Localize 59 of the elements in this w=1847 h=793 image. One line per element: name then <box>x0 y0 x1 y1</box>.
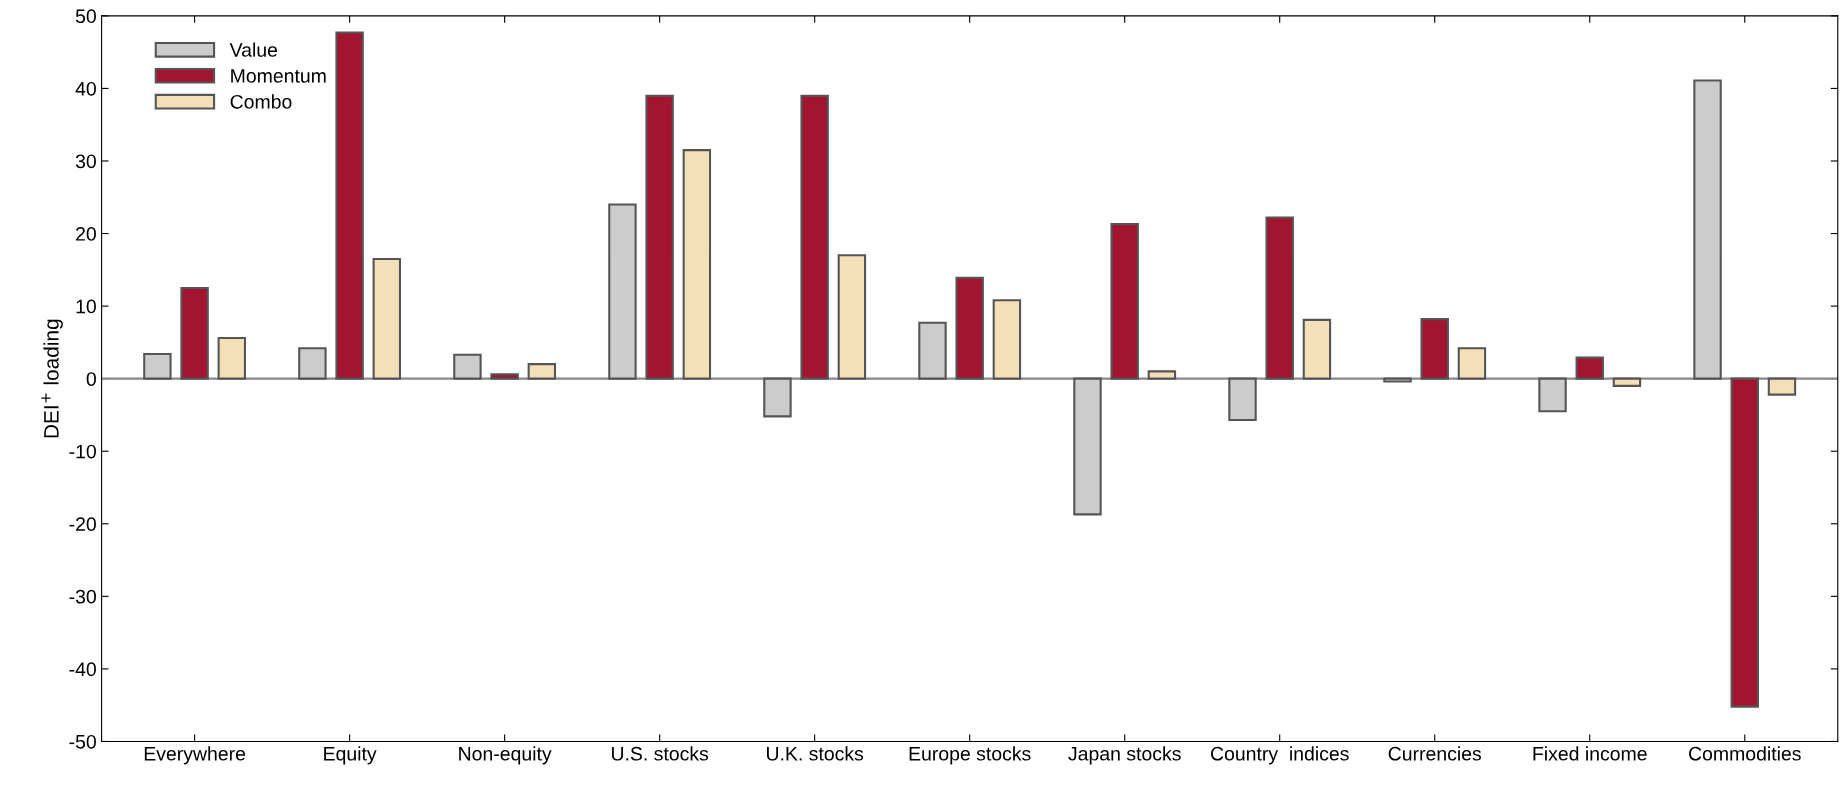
bar <box>1612 377 1642 387</box>
bar <box>1457 347 1487 380</box>
bar <box>490 373 519 380</box>
bar <box>1265 216 1294 380</box>
bar <box>298 347 327 380</box>
legend-label: Combo <box>230 94 292 109</box>
x-tick-label: Commodities <box>1689 746 1801 761</box>
x-tick-label: U.S. stocks <box>611 746 709 761</box>
y-tick-label: 10 <box>76 299 96 314</box>
y-tick-label: -10 <box>69 444 96 459</box>
x-tick-label: Country indices <box>1210 746 1349 765</box>
bar <box>955 276 984 380</box>
y-tick-label: -40 <box>69 662 96 677</box>
bar <box>800 94 829 380</box>
x-tick-label: Japan stocks <box>1068 746 1181 765</box>
legend-label: Value <box>229 42 278 57</box>
x-tick-label: Currencies <box>1388 746 1482 761</box>
bar <box>682 149 712 380</box>
bar <box>180 286 209 380</box>
bar <box>1420 318 1449 380</box>
x-tick-label: Non-equity <box>459 746 552 765</box>
y-tick-label: -30 <box>69 589 96 604</box>
bar <box>372 257 402 380</box>
bar <box>217 336 247 380</box>
x-tick-label: Everywhere <box>144 746 246 765</box>
bar <box>1575 356 1604 380</box>
y-tick-label: 30 <box>75 154 96 169</box>
x-tick-label: Equity <box>324 746 377 765</box>
y-tick-label: 50 <box>75 9 96 24</box>
x-tick-label: Europe stocks <box>909 746 1031 765</box>
bar <box>453 353 482 380</box>
y-tick-label: 40 <box>75 81 96 96</box>
bar <box>837 254 867 380</box>
bar <box>645 94 674 380</box>
bar <box>527 363 557 380</box>
y-tick-label: 20 <box>76 227 96 241</box>
bar <box>763 377 792 418</box>
bar <box>143 352 172 380</box>
bar <box>1730 377 1759 708</box>
x-tick-label: U.K. stocks <box>767 746 864 761</box>
y-tick-label: 0 <box>86 372 96 386</box>
y-axis-title: DEI$^{+}$ loading <box>41 319 63 438</box>
bar <box>608 203 637 380</box>
bar <box>1228 377 1257 422</box>
legend-label: Momentum <box>231 69 326 83</box>
bar <box>1538 377 1567 413</box>
y-tick-label: -20 <box>69 517 96 532</box>
x-tick-label: Fixed income <box>1533 746 1647 761</box>
bar <box>992 299 1022 380</box>
bar <box>1110 223 1139 380</box>
y-tick-label: -50 <box>69 734 96 749</box>
bar <box>918 321 947 380</box>
bar <box>1302 318 1332 380</box>
bar <box>335 31 364 380</box>
bar <box>1147 370 1177 380</box>
bar <box>1767 377 1797 396</box>
bar <box>1383 377 1412 383</box>
bar <box>1693 79 1722 380</box>
bar <box>1073 377 1102 516</box>
